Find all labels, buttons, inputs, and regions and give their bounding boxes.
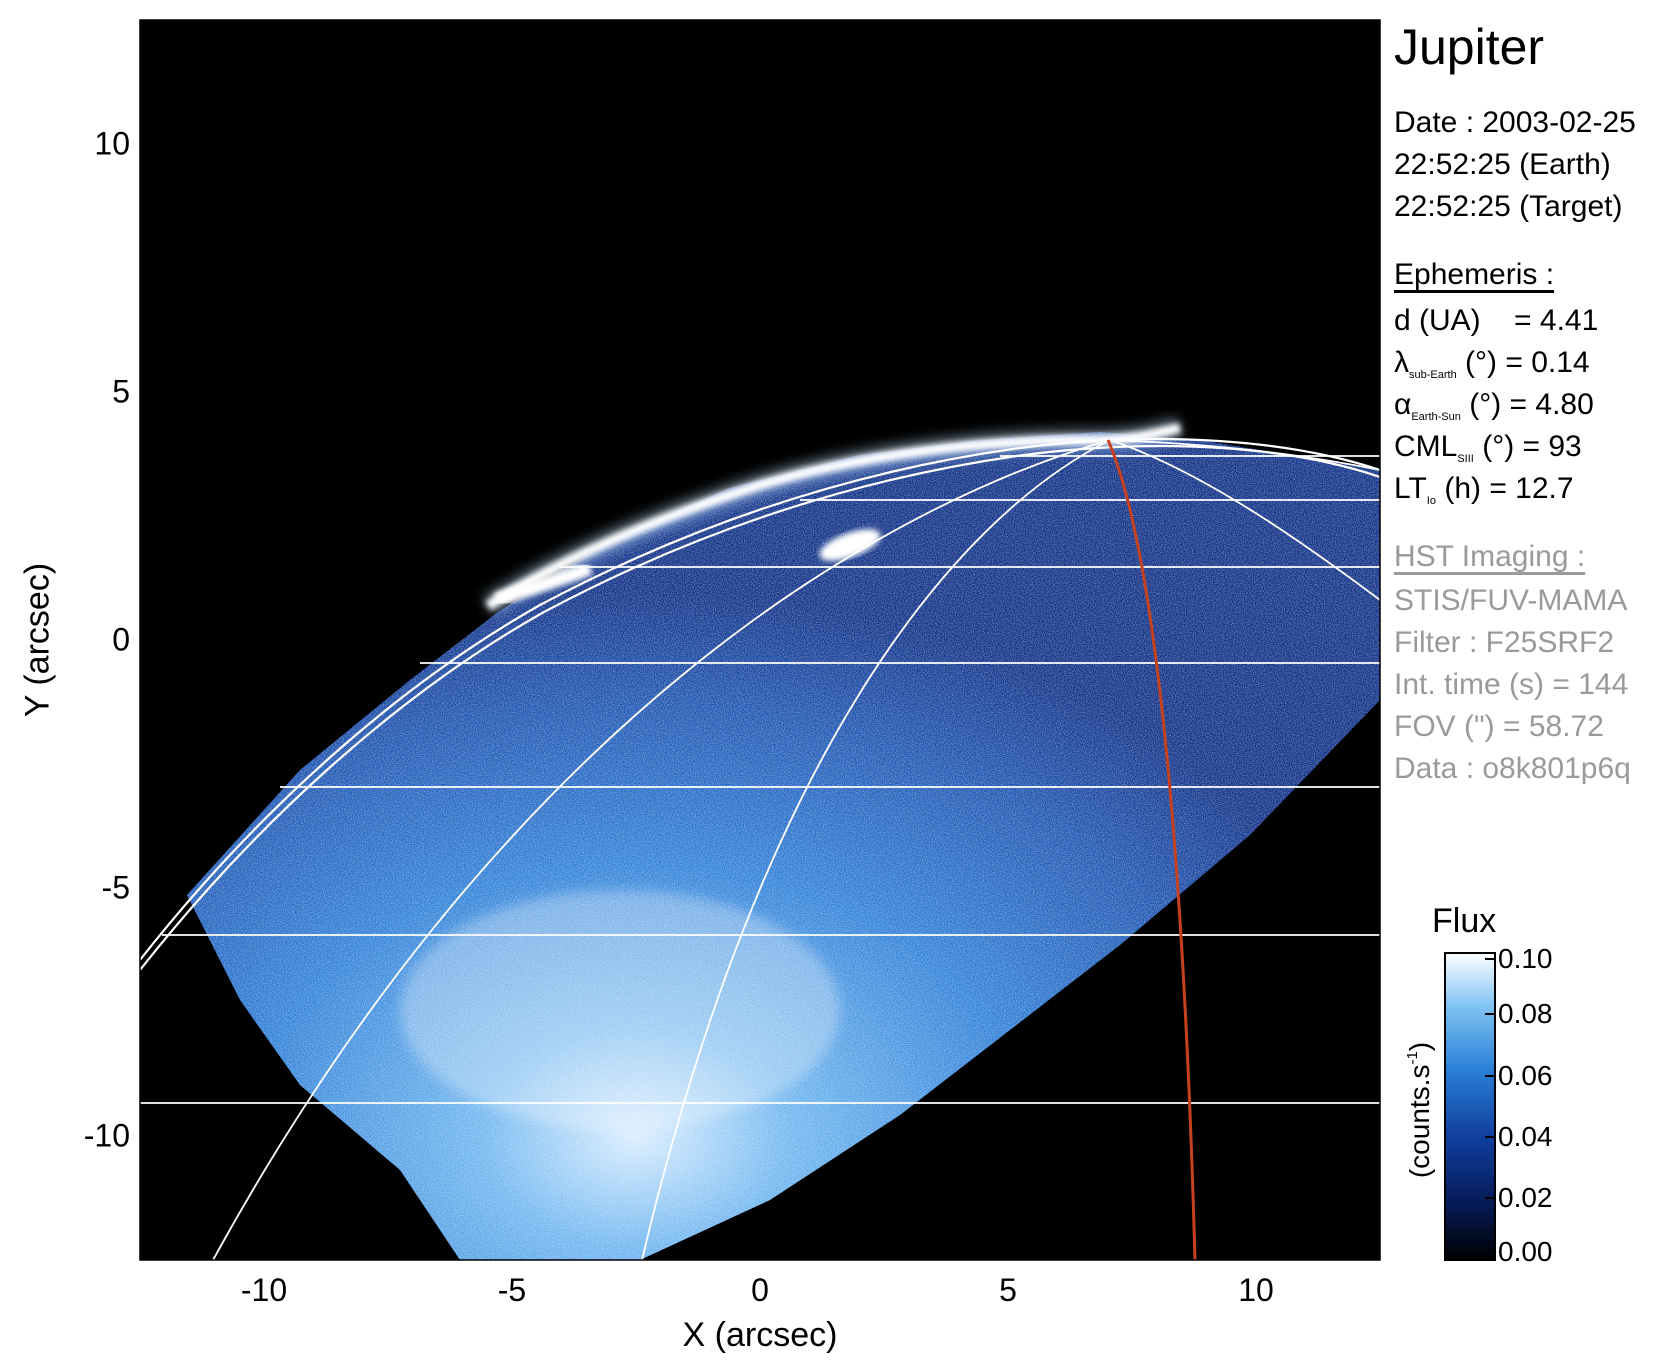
plot-frame xyxy=(139,19,1381,1261)
hst-instrument: STIS/FUV-MAMA xyxy=(1394,584,1628,617)
target-time: 22:52:25 (Target) xyxy=(1394,190,1623,223)
distance-value: = 4.41 xyxy=(1514,304,1599,337)
hst-data-id: Data : o8k801p6q xyxy=(1394,752,1631,785)
colorbar-tick-label: 0.02 xyxy=(1498,1182,1553,1213)
ephemeris-heading: Ephemeris : xyxy=(1394,258,1555,291)
cml-subscript: SIII xyxy=(1457,453,1474,465)
colorbar-tick-label: 0.10 xyxy=(1498,943,1553,974)
hst-fov: FOV (") = 58.72 xyxy=(1394,710,1604,743)
colorbar-tick-label: 0.08 xyxy=(1498,998,1553,1029)
latitude-grid xyxy=(140,455,1380,1104)
colorbar xyxy=(1444,952,1496,1261)
lt-value: (h) = 12.7 xyxy=(1444,472,1574,505)
y-tick-label: 0 xyxy=(112,621,130,658)
y-tick-label: 10 xyxy=(94,125,130,162)
alpha-symbol: α xyxy=(1394,388,1412,421)
central-meridian xyxy=(1106,439,1197,1260)
distance-label: d (UA) xyxy=(1394,304,1481,337)
earth-time: 22:52:25 (Earth) xyxy=(1394,148,1611,181)
ephemeris-distance: d (UA) = 4.41 xyxy=(1394,306,1598,336)
colorbar-ticks xyxy=(1485,958,1495,1199)
y-tick-label: -5 xyxy=(101,869,130,906)
lt-subscript: Io xyxy=(1426,495,1436,507)
date-line: Date : 2003-02-25 xyxy=(1394,106,1636,139)
y-axis-label: Y (arcsec) xyxy=(18,562,57,718)
colorbar-tick-label: 0.06 xyxy=(1498,1060,1553,1091)
ephemeris-lt-io: LTIo (h) = 12.7 xyxy=(1394,474,1574,516)
alpha-value: (°) = 4.80 xyxy=(1469,388,1594,421)
x-tick-label: 0 xyxy=(751,1272,769,1308)
ephemeris-sub-earth: λsub-Earth (°) = 0.14 xyxy=(1394,348,1590,390)
figure-title: Jupiter xyxy=(1394,19,1545,75)
longitude-grid xyxy=(212,439,1380,1260)
x-tick-label: 5 xyxy=(999,1272,1017,1308)
hst-filter: Filter : F25SRF2 xyxy=(1394,626,1615,659)
hst-heading: HST Imaging : xyxy=(1394,540,1586,573)
ephemeris-phase-angle: αEarth-Sun (°) = 4.80 xyxy=(1394,390,1594,432)
lambda-subscript: sub-Earth xyxy=(1409,369,1457,381)
colorbar-label: (counts.s-1) xyxy=(1404,1042,1436,1178)
colorbar-label-text: (counts.s xyxy=(1404,1064,1435,1179)
alpha-subscript: Earth-Sun xyxy=(1411,411,1461,423)
x-tick-label: 10 xyxy=(1238,1272,1274,1308)
colorbar-label-close: ) xyxy=(1404,1041,1435,1052)
colorbar-tick-label: 0.04 xyxy=(1498,1121,1553,1152)
hst-int-time: Int. time (s) = 144 xyxy=(1394,668,1629,701)
x-axis-label: X (arcsec) xyxy=(682,1316,838,1354)
x-tick-label: -5 xyxy=(497,1272,527,1308)
lambda-value: (°) = 0.14 xyxy=(1465,346,1590,379)
colorbar-label-superscript: -1 xyxy=(1404,1051,1421,1065)
planet-limb xyxy=(140,437,1380,971)
lt-symbol: LT xyxy=(1394,472,1427,505)
x-tick-label: -10 xyxy=(240,1272,288,1308)
y-tick-label: -10 xyxy=(83,1117,130,1154)
cml-symbol: CML xyxy=(1394,430,1458,463)
colorbar-tick-label: 0.00 xyxy=(1498,1236,1553,1267)
cml-value: (°) = 93 xyxy=(1482,430,1582,463)
colorbar-title: Flux xyxy=(1432,902,1497,940)
lambda-symbol: λ xyxy=(1394,346,1409,379)
ephemeris-cml: CMLSIII (°) = 93 xyxy=(1394,432,1582,474)
y-tick-label: 5 xyxy=(112,373,130,410)
